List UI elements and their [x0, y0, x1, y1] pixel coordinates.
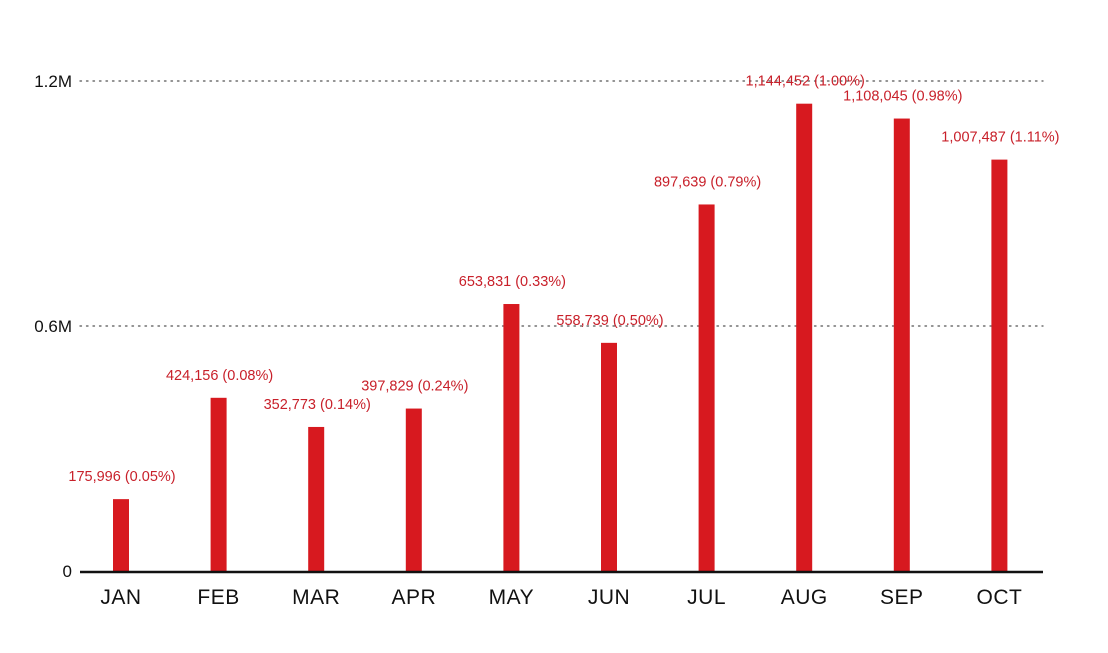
data-label: 897,639 (0.79%)	[654, 174, 761, 190]
bar	[503, 304, 520, 571]
data-label: 1,007,487 (1.11%)	[941, 130, 1059, 146]
data-label: 397,829 (0.24%)	[361, 379, 468, 395]
data-labels: 175,996 (0.05%) 424,156 (0.08%) 352,773 (0…	[68, 74, 1059, 485]
bar	[991, 159, 1008, 571]
y-tick-label: 0	[63, 562, 72, 581]
bar	[601, 342, 617, 571]
bar	[796, 103, 813, 571]
bar	[698, 204, 715, 571]
bar	[113, 499, 129, 571]
x-tick-label: JUL	[687, 586, 726, 609]
x-axis-ticks: JAN FEB MAR APR MAY JUN JUL AUG SEP OCT	[100, 586, 1022, 609]
x-tick-label: APR	[391, 586, 436, 609]
data-label: 175,996 (0.05%)	[68, 469, 175, 485]
data-label: 424,156 (0.08%)	[166, 368, 273, 384]
bar	[893, 118, 910, 572]
x-tick-label: SEP	[880, 586, 924, 609]
data-label: 1,108,045 (0.98%)	[843, 89, 962, 105]
x-tick-label: OCT	[976, 586, 1022, 609]
data-label: 352,773 (0.14%)	[264, 397, 371, 413]
bar	[210, 397, 227, 571]
data-label: 653,831 (0.33%)	[459, 274, 566, 290]
x-tick-label: MAR	[292, 586, 340, 609]
gridlines	[79, 80, 1044, 327]
x-tick-label: MAY	[489, 586, 534, 609]
y-tick-label: 0.6M	[34, 317, 72, 336]
x-tick-label: AUG	[781, 586, 828, 609]
bar	[308, 426, 325, 571]
x-tick-label: JAN	[100, 586, 141, 609]
data-label: 558,739 (0.50%)	[556, 313, 663, 329]
y-tick-label: 1.2M	[34, 72, 72, 91]
x-tick-label: FEB	[197, 586, 239, 609]
x-tick-label: JUN	[588, 586, 630, 609]
bars	[113, 103, 1008, 572]
data-label: 1,144,452 (1.00%)	[746, 74, 865, 90]
bar	[405, 408, 422, 571]
y-axis-ticks: 0 0.6M 1.2M	[34, 72, 72, 581]
